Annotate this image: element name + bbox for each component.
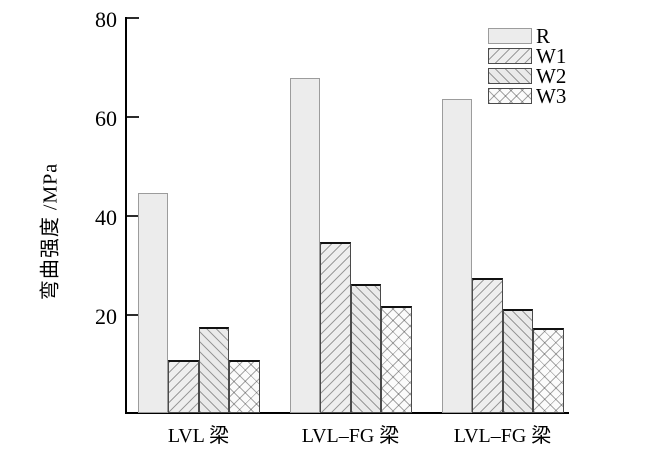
x-axis-category-label-1: LVL 梁 — [167, 425, 230, 447]
y-axis-tick-60 — [127, 116, 139, 118]
legend: R W1 W2 W3 — [488, 23, 567, 108]
legend-swatch-r — [488, 28, 532, 44]
legend-swatch-w3 — [488, 88, 532, 104]
y-axis-tick-label-40: 40 — [95, 205, 117, 230]
x-axis-line — [125, 412, 569, 414]
legend-swatch-w2 — [488, 68, 532, 84]
bar-r-group-3 — [441, 98, 472, 413]
bar-w1-group-1 — [168, 360, 199, 413]
bar-w2-group-2 — [350, 284, 381, 413]
y-axis-tick-label-20: 20 — [95, 304, 117, 329]
legend-item-w2: W2 — [488, 63, 567, 88]
legend-label-w2: W2 — [536, 63, 567, 88]
bar-r-group-1 — [137, 193, 168, 413]
legend-item-w1: W1 — [488, 43, 567, 68]
bar-w1-group-2 — [320, 241, 351, 413]
bar-w3-group-1 — [229, 360, 260, 413]
bar-w2-group-1 — [198, 327, 229, 413]
y-axis-title: 弯曲强度 /MPa — [39, 162, 62, 301]
y-axis-tick-80 — [127, 17, 139, 19]
bar-w1-group-3 — [472, 277, 503, 413]
legend-item-w3: W3 — [488, 83, 567, 108]
legend-swatch-w1 — [488, 48, 532, 64]
bar-w3-group-2 — [381, 305, 412, 413]
legend-label-w3: W3 — [536, 83, 567, 108]
y-axis-tick-label-80: 80 — [95, 7, 117, 32]
x-axis-category-label-3: LVL–FG 梁 — [453, 425, 552, 447]
y-axis-line — [125, 17, 127, 413]
bar-w3-group-3 — [533, 327, 564, 413]
bar-w2-group-3 — [502, 309, 533, 413]
y-axis-tick-20 — [127, 314, 139, 316]
y-axis-tick-label-60: 60 — [95, 106, 117, 131]
legend-label-w1: W1 — [536, 43, 567, 68]
x-axis-category-label-2: LVL–FG 梁 — [301, 425, 400, 447]
y-axis-tick-40 — [127, 215, 139, 217]
legend-label-r: R — [536, 23, 551, 48]
legend-item-r: R — [488, 23, 566, 48]
bar-r-group-2 — [289, 78, 320, 413]
